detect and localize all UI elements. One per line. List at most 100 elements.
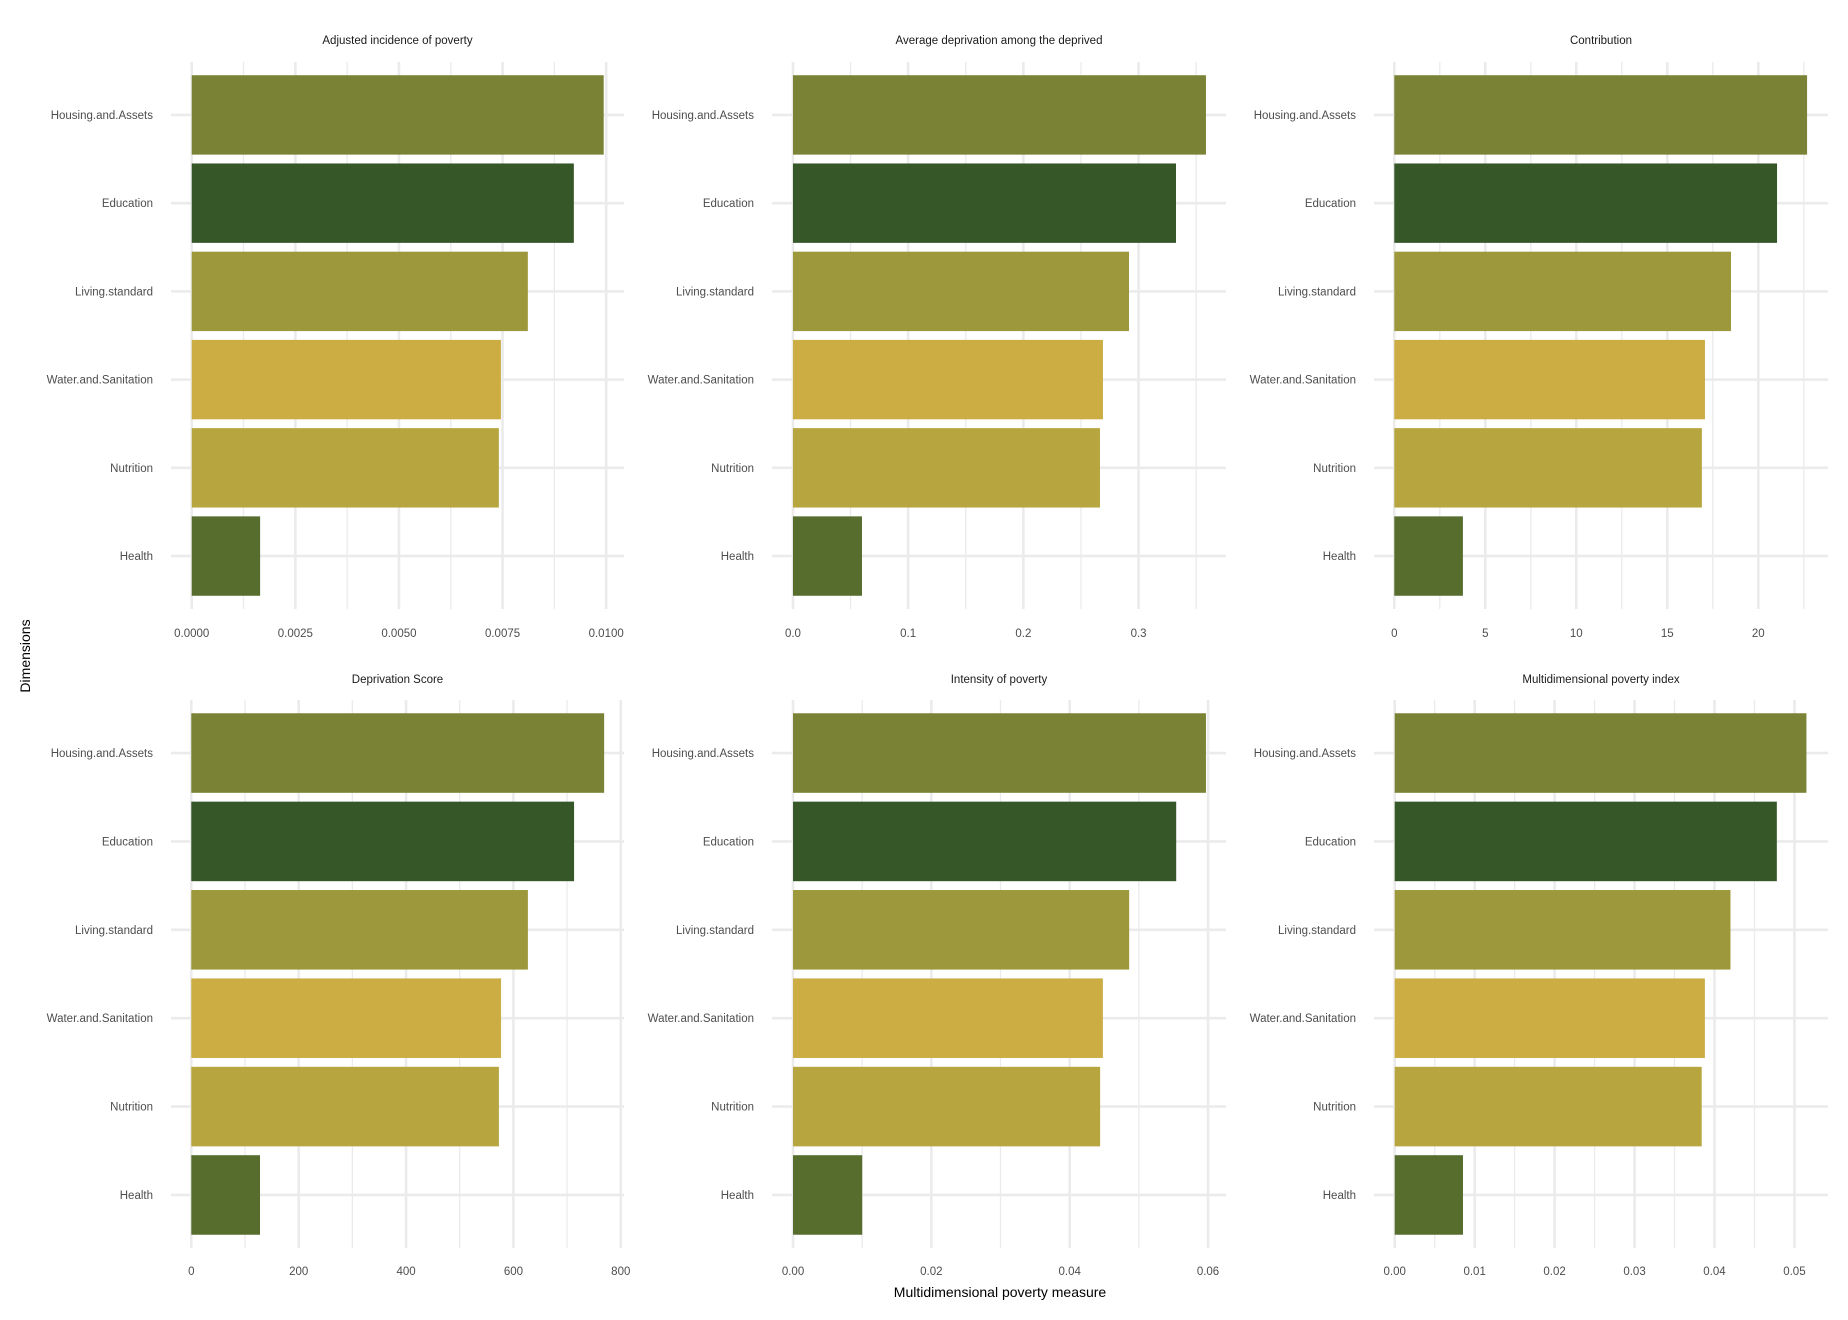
category-label: Housing.and.Assets: [1254, 748, 1357, 760]
category-label: Health: [721, 1190, 754, 1202]
bar-nutrition: [191, 428, 499, 508]
bar-health: [191, 516, 261, 596]
x-tick-label: 20: [1752, 628, 1765, 640]
x-tick-label: 800: [611, 1266, 630, 1278]
x-tick-label: 0.1: [900, 628, 916, 640]
panel-1: Housing.and.Assets Education Living.standa…: [47, 35, 624, 640]
panel-2: Housing.and.Assets Education Living.standa…: [648, 35, 1226, 640]
x-tick-label: 0.02: [920, 1266, 942, 1278]
x-tick-label: 0.00: [1384, 1266, 1406, 1278]
x-tick-label: 0.0100: [589, 628, 624, 640]
category-label: Education: [703, 198, 754, 210]
bar-water-and-sanitation: [1394, 978, 1705, 1058]
panel-title: Contribution: [1570, 35, 1632, 47]
bar-water-and-sanitation: [191, 978, 502, 1058]
panel-title: Average deprivation among the deprived: [896, 35, 1103, 47]
category-label: Health: [120, 551, 153, 563]
bar-living-standard: [191, 251, 528, 332]
category-label: Education: [1305, 836, 1356, 848]
bar-housing-and-assets: [792, 75, 1206, 155]
category-label: Water.and.Sanitation: [47, 1013, 153, 1025]
bar-housing-and-assets: [191, 713, 605, 793]
bar-living-standard: [191, 890, 528, 970]
panel-title: Deprivation Score: [352, 674, 443, 686]
category-label: Living.standard: [75, 286, 153, 298]
category-label: Water.and.Sanitation: [648, 375, 754, 387]
bar-nutrition: [1394, 1066, 1702, 1147]
x-axis-title: Multidimensional poverty measure: [894, 1284, 1107, 1300]
bar-water-and-sanitation: [792, 339, 1103, 420]
category-label: Nutrition: [711, 1102, 754, 1114]
bar-health: [1394, 1155, 1463, 1235]
x-tick-label: 0.2: [1015, 628, 1031, 640]
bar-nutrition: [1394, 428, 1702, 508]
x-tick-label: 0.0075: [485, 628, 520, 640]
category-label: Water.and.Sanitation: [47, 375, 153, 387]
bar-living-standard: [793, 890, 1130, 970]
bar-living-standard: [1394, 251, 1731, 332]
x-tick-label: 0.06: [1197, 1266, 1219, 1278]
category-label: Education: [1305, 198, 1356, 210]
bar-education: [191, 163, 574, 243]
category-label: Health: [120, 1190, 153, 1202]
x-tick-label: 0.02: [1543, 1266, 1565, 1278]
x-tick-label: 0.04: [1058, 1266, 1081, 1278]
category-label: Housing.and.Assets: [51, 110, 154, 122]
x-tick-label: 400: [396, 1266, 415, 1278]
bar-living-standard: [792, 251, 1130, 332]
category-label: Nutrition: [1313, 463, 1356, 475]
bar-housing-and-assets: [793, 713, 1206, 793]
category-label: Water.and.Sanitation: [1250, 375, 1356, 387]
x-tick-label: 5: [1482, 628, 1488, 640]
x-tick-label: 0.0: [785, 628, 801, 640]
category-label: Living.standard: [1278, 925, 1356, 937]
bar-health: [793, 1155, 863, 1235]
bar-housing-and-assets: [1394, 713, 1807, 793]
category-label: Nutrition: [711, 463, 754, 475]
category-label: Living.standard: [1278, 286, 1356, 298]
x-tick-label: 0: [1391, 628, 1397, 640]
x-tick-label: 0.01: [1463, 1266, 1485, 1278]
bar-education: [1394, 163, 1778, 243]
panel-6: Housing.and.Assets Education Living.standa…: [1250, 674, 1828, 1278]
bar-health: [191, 1155, 261, 1235]
bar-education: [1394, 801, 1777, 882]
x-tick-label: 0.03: [1623, 1266, 1645, 1278]
bar-education: [191, 801, 575, 882]
panel-4: Housing.and.Assets Education Living.standa…: [47, 674, 631, 1278]
bar-water-and-sanitation: [793, 978, 1103, 1058]
bar-nutrition: [792, 428, 1100, 508]
category-label: Nutrition: [1313, 1102, 1356, 1114]
bar-housing-and-assets: [191, 75, 604, 155]
category-label: Housing.and.Assets: [652, 748, 755, 760]
category-label: Nutrition: [110, 1102, 153, 1114]
panel-title: Multidimensional poverty index: [1522, 674, 1679, 686]
x-tick-label: 0.00: [782, 1266, 804, 1278]
category-label: Education: [102, 198, 153, 210]
bar-water-and-sanitation: [191, 339, 501, 420]
x-tick-label: 600: [504, 1266, 523, 1278]
panel-5: Housing.and.Assets Education Living.standa…: [648, 674, 1226, 1278]
panel-title: Adjusted incidence of poverty: [322, 35, 472, 47]
y-axis-title: Dimensions: [17, 619, 33, 692]
category-label: Health: [721, 551, 754, 563]
bar-education: [793, 801, 1177, 882]
x-tick-label: 0.3: [1131, 628, 1147, 640]
panels: Housing.and.Assets Education Living.standa…: [47, 35, 1828, 1278]
category-label: Water.and.Sanitation: [1250, 1013, 1356, 1025]
bar-nutrition: [793, 1066, 1101, 1147]
bar-health: [1394, 516, 1463, 596]
bar-housing-and-assets: [1394, 75, 1808, 155]
category-label: Nutrition: [110, 463, 153, 475]
x-tick-label: 0.0000: [174, 628, 209, 640]
x-tick-label: 10: [1570, 628, 1583, 640]
category-label: Water.and.Sanitation: [648, 1013, 754, 1025]
category-label: Housing.and.Assets: [51, 748, 154, 760]
bar-health: [792, 516, 862, 596]
x-tick-label: 15: [1661, 628, 1674, 640]
bar-living-standard: [1394, 890, 1731, 970]
x-tick-label: 0.04: [1703, 1266, 1726, 1278]
bar-water-and-sanitation: [1394, 339, 1705, 420]
category-label: Health: [1323, 551, 1356, 563]
